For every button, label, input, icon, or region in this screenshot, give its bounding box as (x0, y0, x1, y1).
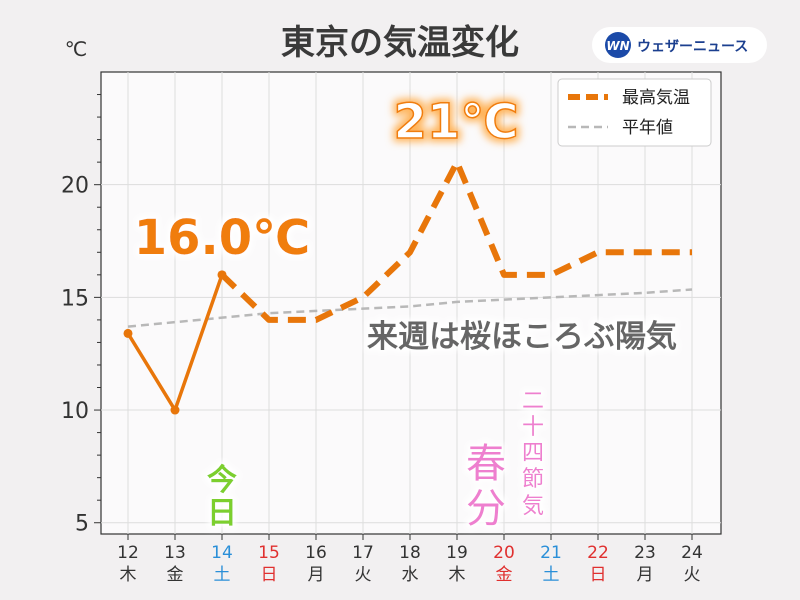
x-tick-day: 18 (399, 543, 421, 563)
x-tick-day: 21 (540, 543, 562, 563)
x-tick-day: 20 (493, 543, 515, 563)
annotation-today-peak: 16.0℃ (134, 210, 311, 266)
annotation-sekki: 二 十 四 節 気 (522, 389, 544, 519)
x-tick-weekday: 土 (543, 565, 560, 585)
x-tick-weekday: 日 (590, 565, 607, 585)
x-tick-weekday: 月 (637, 565, 654, 585)
x-tick-day: 12 (117, 543, 139, 563)
y-tick-label: 15 (61, 286, 89, 311)
y-tick-label: 20 (61, 174, 89, 199)
x-tick-weekday: 木 (120, 565, 137, 585)
max-temp-point (170, 405, 180, 415)
x-tick-day: 16 (305, 543, 327, 563)
today-char-2: 日 (207, 496, 237, 531)
logo-mark: WN (606, 39, 629, 53)
x-tick-day: 13 (164, 543, 186, 563)
sekki-char-5: 気 (522, 494, 544, 519)
y-tick-label: 10 (61, 399, 89, 424)
x-tick-day: 17 (352, 543, 374, 563)
max-temp-forecast-line (219, 159, 692, 323)
y-axis-ticks: 5 10 15 20 (61, 94, 101, 537)
x-tick-weekday: 火 (684, 565, 701, 585)
plot-area (100, 71, 722, 535)
x-tick-weekday: 日 (261, 565, 278, 585)
shunbun-char-2: 分 (466, 486, 506, 532)
max-temp-point (217, 270, 227, 280)
grid-lines (101, 72, 721, 534)
x-tick-day: 23 (634, 543, 656, 563)
weathernews-logo: WN ウェザーニュース (592, 27, 767, 63)
logo-text: ウェザーニュース (637, 39, 748, 55)
sekki-char-1: 二 (522, 389, 544, 414)
max-temp-point (123, 328, 133, 338)
annotation-future-peak: 21℃ (394, 94, 519, 150)
x-tick-day: 14 (211, 543, 233, 563)
annotation-today: 今 日 (207, 463, 237, 531)
sekki-char-2: 十 (522, 415, 544, 440)
annotation-message: 来週は桜ほころぶ陽気 (367, 319, 677, 355)
y-tick-label: 5 (75, 512, 89, 537)
x-tick-weekday: 土 (214, 565, 231, 585)
today-char-1: 今 (207, 463, 237, 498)
x-tick-weekday: 金 (167, 565, 184, 585)
x-tick-day: 15 (258, 543, 280, 563)
shunbun-char-1: 春 (466, 441, 506, 487)
x-tick-day: 24 (681, 543, 703, 563)
sekki-char-3: 四 (522, 441, 544, 466)
logo-badge-icon (605, 32, 631, 58)
series-max-temp (123, 159, 692, 415)
series-normal (127, 288, 693, 328)
x-tick-weekday: 水 (402, 565, 419, 585)
x-tick-day: 19 (446, 543, 468, 563)
sekki-char-4: 節 (522, 467, 544, 492)
legend: 最高気温 平年値 (557, 78, 712, 147)
x-tick-weekday: 月 (308, 565, 325, 585)
x-tick-day: 22 (587, 543, 609, 563)
annotation-shunbun: 春 分 (466, 441, 506, 532)
normal-line (127, 288, 693, 328)
chart-title: 東京の気温変化 (281, 23, 519, 63)
legend-normal-label: 平年値 (622, 118, 673, 138)
x-tick-weekday: 木 (449, 565, 466, 585)
x-tick-weekday: 金 (496, 565, 513, 585)
x-tick-weekday: 火 (355, 565, 372, 585)
legend-max-temp-label: 最高気温 (622, 88, 690, 108)
y-unit-label: ℃ (65, 37, 87, 61)
